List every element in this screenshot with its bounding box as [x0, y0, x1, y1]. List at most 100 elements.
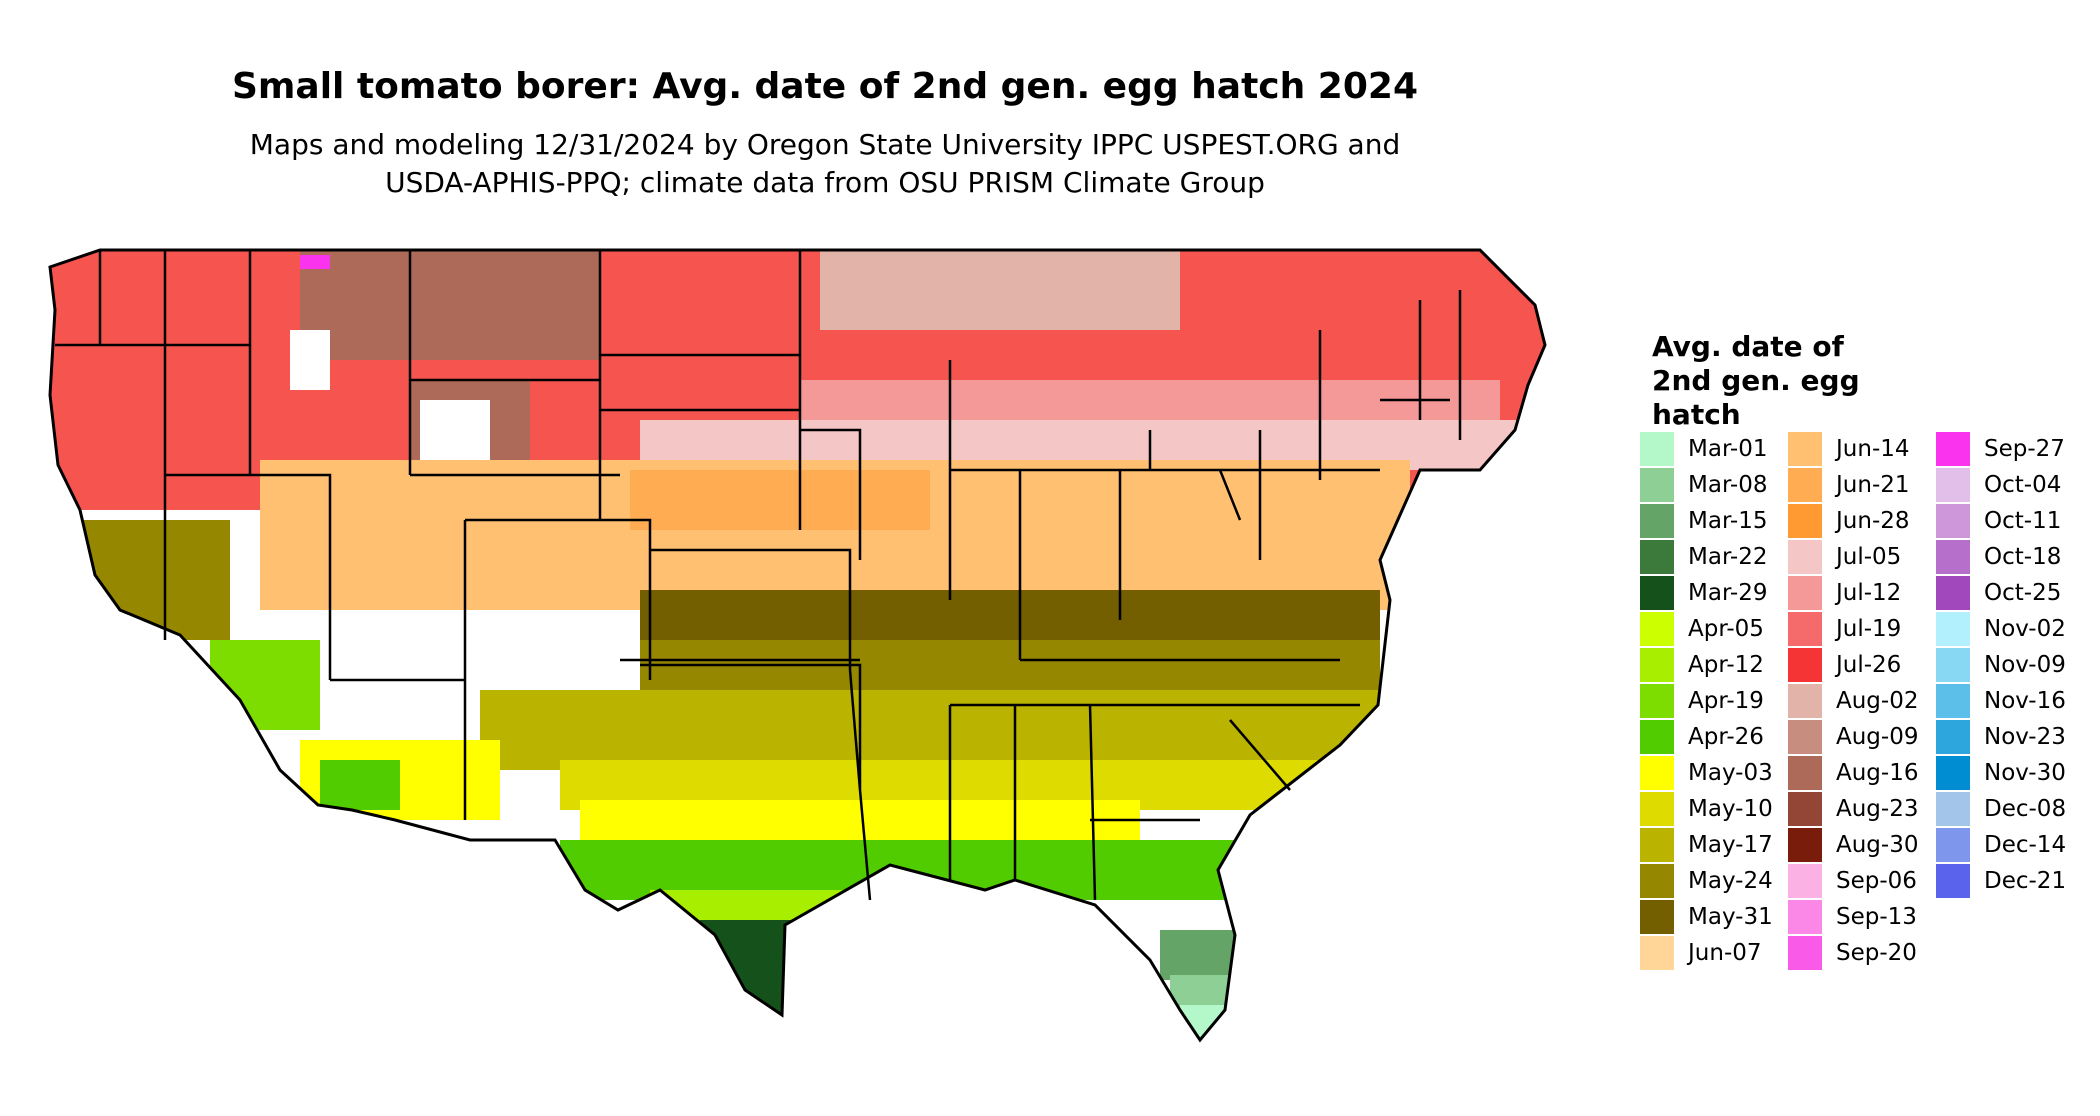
- legend-label: Apr-26: [1688, 724, 1764, 750]
- region-snow-id: [290, 330, 330, 390]
- legend-swatch: [1936, 792, 1970, 826]
- legend-item: Sep-06: [1788, 864, 1917, 898]
- legend-label: May-03: [1688, 760, 1773, 786]
- legend-item: Aug-30: [1788, 828, 1918, 862]
- legend-label: Oct-18: [1984, 544, 2062, 570]
- legend-swatch: [1936, 468, 1970, 502]
- legend-swatch: [1936, 720, 1970, 754]
- legend-label: Aug-16: [1836, 760, 1919, 786]
- region-mountain-north: [300, 250, 600, 360]
- legend-item: Jul-19: [1788, 612, 1901, 646]
- region-arizona-green: [320, 760, 400, 810]
- legend-item: Jun-07: [1640, 936, 1762, 970]
- legend-item: Mar-22: [1640, 540, 1768, 574]
- legend-swatch: [1788, 540, 1822, 574]
- legend-item: May-24: [1640, 864, 1773, 898]
- subtitle-line-1: Maps and modeling 12/31/2024 by Oregon S…: [249, 128, 1401, 161]
- region-california-olive: [80, 520, 230, 640]
- legend-label: Jun-07: [1688, 940, 1762, 966]
- legend-swatch: [1788, 720, 1822, 754]
- legend-label: Sep-27: [1984, 436, 2065, 462]
- legend-label: Oct-25: [1984, 580, 2062, 606]
- legend-label: Jun-21: [1836, 472, 1910, 498]
- legend-item: Dec-21: [1936, 864, 2066, 898]
- us-egg-hatch-map: [48, 248, 1547, 1043]
- legend-label: Nov-23: [1984, 724, 2066, 750]
- legend-item: Aug-02: [1788, 684, 1918, 718]
- legend-label: May-10: [1688, 796, 1773, 822]
- legend-item: Nov-23: [1936, 720, 2066, 754]
- region-central-dark: [630, 470, 930, 530]
- legend-item: Aug-23: [1788, 792, 1918, 826]
- legend-label: Jun-14: [1836, 436, 1910, 462]
- map-subtitle: Maps and modeling 12/31/2024 by Oregon S…: [0, 126, 1650, 202]
- legend-item: Mar-29: [1640, 576, 1768, 610]
- legend-label: Nov-16: [1984, 688, 2066, 714]
- legend-swatch: [1640, 864, 1674, 898]
- legend-swatch: [1936, 756, 1970, 790]
- legend-item: Nov-02: [1936, 612, 2066, 646]
- legend-label: Nov-09: [1984, 652, 2066, 678]
- legend-item: May-10: [1640, 792, 1773, 826]
- legend-item: May-03: [1640, 756, 1773, 790]
- legend-label: Mar-29: [1688, 580, 1768, 606]
- legend-label: Dec-08: [1984, 796, 2067, 822]
- legend-item: Apr-26: [1640, 720, 1764, 754]
- legend-item: Dec-14: [1936, 828, 2066, 862]
- legend-swatch: [1640, 756, 1674, 790]
- legend-item: Oct-25: [1936, 576, 2061, 610]
- legend-swatch: [1936, 540, 1970, 574]
- state-boundaries: [55, 250, 1462, 901]
- legend-item: Oct-04: [1936, 468, 2061, 502]
- legend-swatch: [1788, 576, 1822, 610]
- us-outline: [48, 248, 1547, 1043]
- region-magenta-bits: [300, 255, 330, 269]
- region-florida-mid: [1160, 930, 1240, 980]
- legend-swatch: [1640, 828, 1674, 862]
- legend-item: Jun-28: [1788, 504, 1910, 538]
- legend-item: Jul-05: [1788, 540, 1901, 574]
- legend-swatch: [1936, 648, 1970, 682]
- region-upper-midwest: [820, 250, 1180, 330]
- legend-swatch: [1640, 648, 1674, 682]
- legend-label: Jul-05: [1836, 544, 1902, 570]
- legend-label: Apr-05: [1688, 616, 1764, 642]
- legend-label: Apr-12: [1688, 652, 1764, 678]
- legend-swatch: [1640, 936, 1674, 970]
- legend-swatch: [1640, 720, 1674, 754]
- legend-swatch: [1640, 432, 1674, 466]
- legend-item: Apr-05: [1640, 612, 1764, 646]
- legend-item: Oct-11: [1936, 504, 2061, 538]
- legend-swatch: [1788, 900, 1822, 934]
- legend-swatch: [1640, 612, 1674, 646]
- legend-item: Jun-21: [1788, 468, 1910, 502]
- legend-item: Dec-08: [1936, 792, 2066, 826]
- legend-swatch: [1788, 936, 1822, 970]
- legend-swatch: [1640, 792, 1674, 826]
- legend-item: Aug-16: [1788, 756, 1918, 790]
- legend-label: Sep-06: [1836, 868, 1917, 894]
- legend-swatch: [1788, 828, 1822, 862]
- legend-item: Jun-14: [1788, 432, 1910, 466]
- legend-swatch: [1788, 684, 1822, 718]
- legend-swatch: [1788, 792, 1822, 826]
- legend-item: Sep-27: [1936, 432, 2065, 466]
- legend-item: Nov-30: [1936, 756, 2066, 790]
- legend-label: May-17: [1688, 832, 1773, 858]
- legend-swatch: [1936, 432, 1970, 466]
- legend-label: Dec-21: [1984, 868, 2067, 894]
- legend-label: Nov-02: [1984, 616, 2066, 642]
- legend-label: Apr-19: [1688, 688, 1764, 714]
- legend-item: Apr-12: [1640, 648, 1764, 682]
- legend-label: Jul-12: [1836, 580, 1902, 606]
- legend-item: Sep-13: [1788, 900, 1917, 934]
- legend-swatch: [1936, 612, 1970, 646]
- legend-label: May-24: [1688, 868, 1773, 894]
- legend-item: Mar-15: [1640, 504, 1768, 538]
- legend-item: Jul-26: [1788, 648, 1901, 682]
- legend-label: Jun-28: [1836, 508, 1910, 534]
- legend-swatch: [1640, 684, 1674, 718]
- legend-swatch: [1788, 468, 1822, 502]
- legend-swatch: [1640, 540, 1674, 574]
- legend-label: Mar-15: [1688, 508, 1768, 534]
